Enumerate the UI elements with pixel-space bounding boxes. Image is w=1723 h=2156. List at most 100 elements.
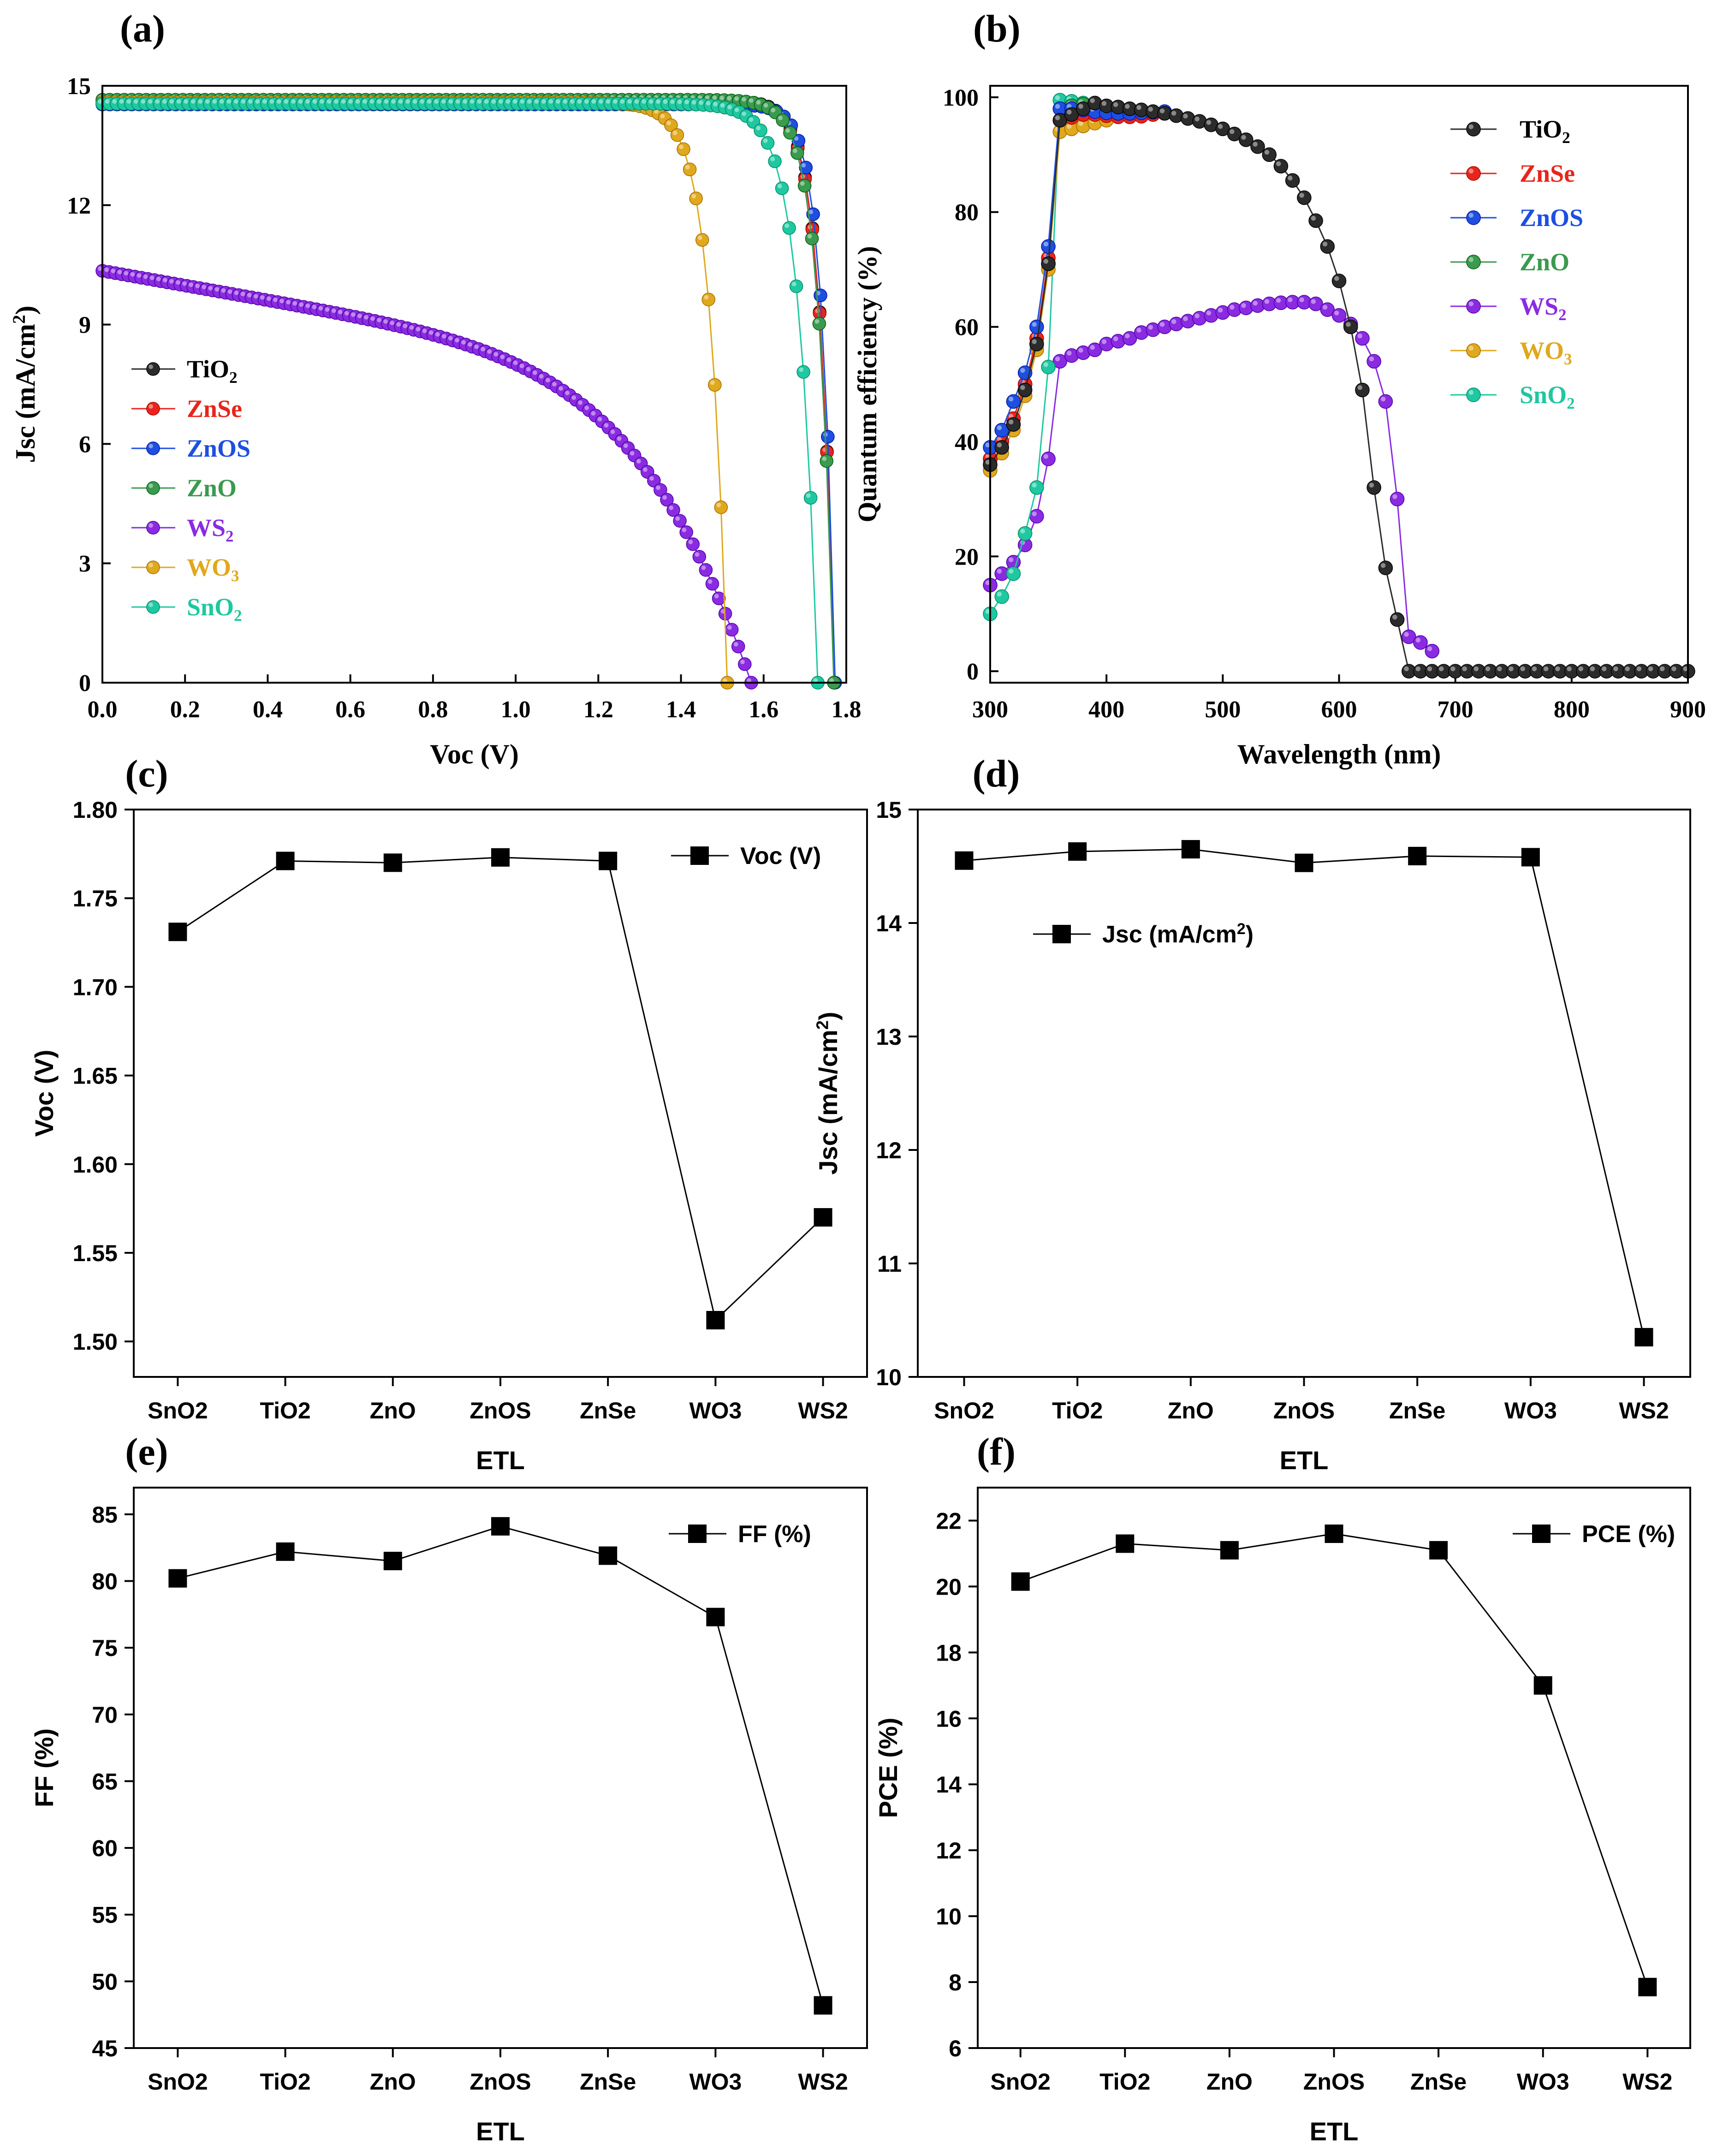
plot-frame [917,809,1691,1378]
qe-point-highlight [1311,215,1316,221]
qe-point-highlight [1415,637,1421,643]
qe-point-highlight [1497,666,1502,672]
series-line [964,848,1645,1338]
data-point [1408,846,1427,865]
y-tick-label: 55 [92,1902,118,1928]
x-tick-label: WS2 [1619,1398,1669,1423]
jv-point-highlight [532,370,537,375]
jv-point-highlight [672,131,677,135]
x-tick-label: 1.6 [749,697,778,723]
jv-point-highlight [130,272,135,277]
jv-point-highlight [706,101,711,106]
legend-label: ZnSe [1520,160,1575,187]
legend-label: WO3​ [1520,337,1572,368]
legend-item: Voc (V) [671,843,821,870]
data-point [1011,1572,1030,1591]
jv-point-highlight [119,99,124,104]
y-axis-label: Jsc (mA/cm2​) [813,1012,843,1174]
qe-point-highlight [997,442,1002,447]
data-point [706,1311,725,1329]
qe-point [1378,560,1393,575]
jv-point-highlight [409,325,414,330]
qe-point [1017,526,1033,541]
jv-point-highlight [255,99,260,104]
jv-point-highlight [355,99,360,104]
qe-point-highlight [1485,666,1491,672]
qe-point-highlight [1032,322,1037,327]
legend-label: ZnOS [187,435,250,462]
qe-point-highlight [1392,614,1397,620]
qe-point-highlight [1357,333,1362,339]
y-tick-label: 11 [877,1251,902,1277]
qe-point-highlight [1008,557,1014,562]
jv-point-highlight [506,357,511,362]
jv-point-highlight [656,485,660,490]
jv-point-highlight [189,282,193,287]
qe-point-highlight [1415,666,1421,672]
qe-point-highlight [1473,666,1479,672]
qe-point [1320,239,1335,254]
legend-label: ZnO [187,474,237,502]
jv-point-highlight [477,99,482,104]
qe-point [1064,107,1079,122]
jv-point-highlight [604,423,609,428]
qe-point-highlight [1032,482,1037,488]
legend-label: TiO2​ [187,355,238,387]
jv-point-highlight [331,308,336,313]
jv-point [775,181,789,195]
qe-point-highlight [1206,120,1212,125]
y-tick-label: 1.55 [73,1240,118,1266]
qe-point [1262,147,1277,162]
jv-point-highlight [398,99,403,104]
qe-point [1006,417,1021,432]
x-tick-label: WO3 [689,1398,742,1423]
qe-point-highlight [1055,104,1060,109]
jv-point-highlight [636,459,641,464]
qe-point [1052,113,1068,128]
qe-point [1425,643,1439,659]
x-axis-label: ETL [1280,1446,1329,1475]
qe-point-highlight [1241,135,1246,140]
jv-point-highlight [777,184,782,189]
jv-point [670,128,684,142]
y-tick-label: 75 [92,1635,118,1661]
x-tick-label: SnO2 [934,1398,994,1423]
x-tick-label: SnO2 [148,1398,208,1423]
qe-point-highlight [1194,116,1200,122]
qe-point-highlight [1299,297,1304,303]
jv-point-highlight [784,223,790,228]
qe-point [1029,480,1044,495]
jv-point-highlight [318,306,323,311]
qe-point [1378,394,1393,409]
series-line [178,1525,824,2006]
jv-point-highlight [370,316,375,321]
jv-point-highlight [822,456,827,461]
data-point [1181,840,1200,859]
jv-point-highlight [648,99,654,104]
jv-point [799,161,813,174]
legend-item: TiO2​ [1450,115,1570,147]
jv-point-highlight [148,99,153,104]
jv-point-highlight [240,292,245,297]
qe-point-highlight [1671,666,1676,672]
jv-point [683,162,697,177]
jv-point [712,591,726,605]
x-tick-label: WO3 [689,2069,742,2095]
jv-point [708,378,722,392]
jv-point-highlight [710,380,715,385]
legend-marker [1466,299,1481,314]
jv-point [820,454,834,468]
qe-point-highlight [1567,666,1572,672]
jv-point-highlight [111,268,116,274]
qe-point-highlight [1380,396,1386,402]
jv-point-highlight [623,443,628,448]
qe-point-highlight [1136,105,1141,110]
jv-point-highlight [487,349,492,354]
qe-point [1343,319,1358,334]
jv-point-highlight [662,495,667,500]
x-tick-label: ZnSe [1389,1398,1445,1423]
jv-point-highlight [403,323,408,328]
jv-point-highlight [284,99,289,104]
jv-point-highlight [279,298,284,304]
jv-point-highlight [627,99,632,104]
